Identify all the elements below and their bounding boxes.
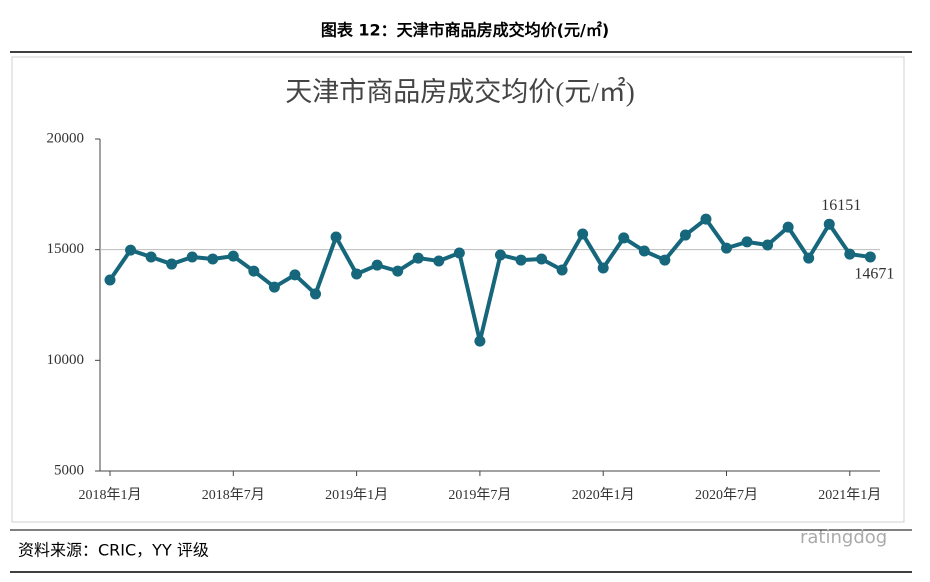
data-point (659, 254, 671, 266)
y-tick-label: 20000 (47, 130, 85, 146)
data-point (741, 236, 753, 248)
data-point (207, 253, 219, 265)
x-tick-label: 2019年7月 (448, 487, 511, 503)
data-point (351, 268, 363, 280)
figure-title: 图表 12：天津市商品房成交均价(元/㎡) (321, 21, 609, 40)
data-point (412, 252, 424, 264)
data-point (638, 245, 650, 257)
data-point (782, 221, 794, 233)
data-point (803, 252, 815, 264)
data-point (330, 231, 342, 243)
data-point (453, 247, 465, 259)
data-point (762, 239, 774, 251)
x-tick-label: 2019年1月 (325, 487, 388, 503)
data-point (248, 265, 260, 277)
watermark: ratingdog (800, 527, 887, 548)
series-line (108, 217, 871, 344)
x-tick-label: 2018年1月 (79, 487, 142, 503)
chart-frame (11, 56, 905, 523)
data-point (844, 248, 856, 260)
x-tick-label: 2021年1月 (818, 487, 881, 503)
y-tick-label: 5000 (54, 462, 84, 478)
data-point (186, 251, 198, 263)
y-tick-label: 10000 (47, 352, 85, 368)
data-point (227, 250, 239, 262)
data-point (474, 335, 486, 347)
data-point (166, 258, 178, 270)
source: 资料来源：CRIC，YY 评级 (18, 541, 209, 560)
data-point (494, 249, 506, 261)
data-point (577, 228, 589, 240)
data-point (145, 251, 157, 263)
data-point (556, 264, 568, 276)
data-point (268, 281, 280, 293)
data-point (721, 242, 732, 254)
data-point (700, 213, 712, 225)
x-tick-label: 2020年1月 (572, 487, 635, 503)
data-point (371, 259, 383, 271)
data-point (823, 218, 835, 230)
data-point (433, 255, 445, 267)
data-point (392, 265, 404, 277)
x-tick-label: 2020年7月 (695, 487, 758, 503)
data-point (515, 254, 527, 266)
x-tick-label: 2018年7月 (202, 487, 265, 503)
data-point (536, 253, 548, 265)
data-point (104, 274, 116, 286)
data-point (289, 269, 301, 281)
data-point (310, 288, 321, 300)
data-point (864, 251, 876, 263)
data-point (679, 229, 691, 241)
data-point (125, 244, 137, 256)
data-point (618, 232, 630, 244)
data-label: 16151 (821, 197, 861, 214)
data-label: 14671 (854, 266, 894, 283)
chart-title: 天津市商品房成交均价(元/㎡) (285, 77, 634, 107)
y-tick-label: 15000 (47, 241, 85, 257)
data-point (597, 262, 609, 274)
